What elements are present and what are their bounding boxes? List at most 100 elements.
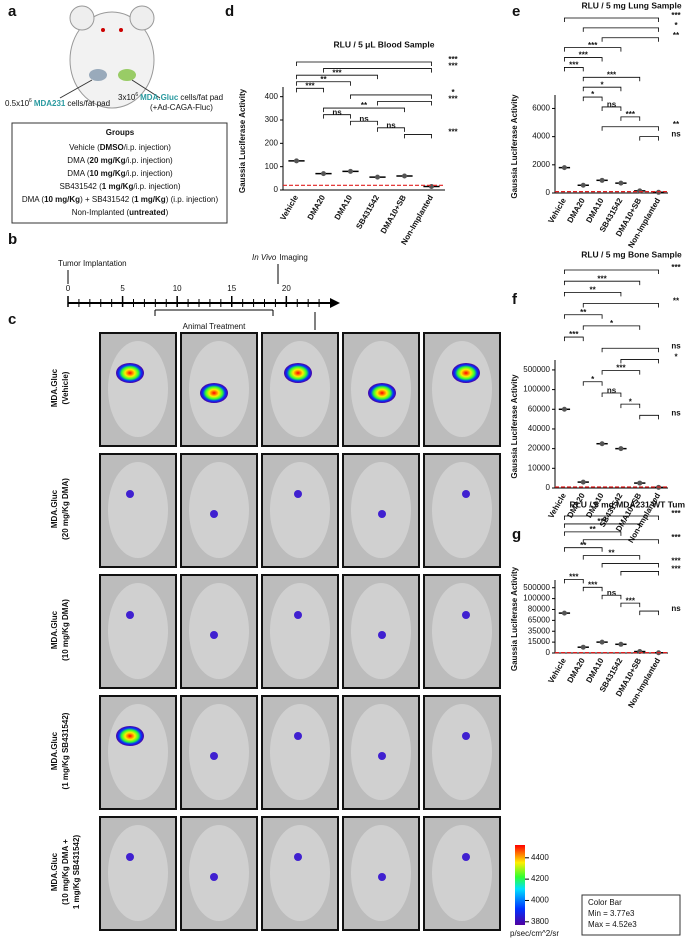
signal-spot [294,732,302,740]
mean-point [618,180,624,186]
significance-bracket [601,106,622,111]
y-tick-label: 10000 [528,463,551,472]
significance-bracket [564,515,659,520]
significance-bracket [601,126,659,131]
row-label: (1 mg/Kg SB431542) [61,712,70,789]
significance-bracket [601,370,641,375]
significance-bracket [564,336,584,342]
group-part: ) [166,208,169,217]
significance-bracket [564,314,603,319]
timeline-event: Tumor Implantation [58,259,127,268]
label-part: 0.5x10 [5,99,30,108]
significance-bracket [377,101,432,106]
group-part: /i.p. injection) [126,169,173,178]
y-tick-label: 200 [265,138,279,147]
significance-bracket [564,57,603,62]
significance-bracket [564,17,659,22]
significance-label: *** [671,533,681,542]
colorbar-unit: p/sec/cm^2/sr [510,929,559,938]
row-label: (10 mg/Kg DMA + [61,839,70,905]
timeline-arrow [330,298,340,308]
significance-label: *** [626,110,636,119]
significance-label: ** [361,101,368,110]
colorbar-tick-label: 4200 [531,874,549,883]
x-tick-label: DMA10 [333,193,355,221]
significance-bracket [639,610,659,616]
groups-title: Groups [106,128,135,137]
y-tick-label: 65000 [528,615,551,624]
colorbar-box-text: Color Bar [588,898,622,907]
injection-note: (+Ad-CAGA-Fluc) [150,103,213,112]
significance-bracket [582,96,603,102]
signal-spot [210,752,218,760]
group-part: ) + SB431542 ( [80,195,134,204]
row-label: MDA.Gluc [50,731,59,770]
row-label: 1 mg/Kg SB431542) [72,835,81,910]
group-line: SB431542 (1 mg/Kg/i.p. injection) [60,182,181,191]
mean-point [599,639,605,645]
signal-spot [116,726,144,746]
mean-point [348,168,353,174]
mean-point [561,406,567,412]
chart-title: RLU / 5 mg MDA231 WT Tumor [569,499,685,509]
significance-bracket [323,107,405,113]
timeline-event: In Vivo Imaging [252,253,308,262]
significance-bracket [639,414,659,420]
group-part: ) (i.p. injection) [166,195,219,204]
x-tick-label: DMA20 [306,193,328,221]
significance-label: ** [580,541,587,550]
significance-bracket [350,120,378,126]
significance-bracket [639,136,659,141]
significance-bracket [404,134,432,139]
y-tick-label: 500000 [523,365,550,374]
row-label: MDA.Gluc [50,368,59,407]
fur-highlight [432,341,492,437]
group-part: 1 mg/Kg [134,195,166,204]
x-tick-label: Vehicle [278,193,300,222]
y-tick-label: 40000 [528,424,551,433]
mean-point [294,158,299,164]
colorbar-tick-label: 3800 [531,917,549,926]
mean-point [580,644,586,650]
significance-label: ** [580,308,587,317]
significance-label: *** [448,55,458,64]
fur-highlight [270,341,330,437]
significance-bracket [296,87,324,93]
row-label: (10 mg/Kg DMA) [61,599,70,661]
fur-highlight [108,825,168,921]
significance-bracket [323,114,351,119]
mean-point [599,177,605,183]
event-part: Imaging [279,253,307,262]
group-line: DMA (10 mg/Kg) + SB431542 (1 mg/Kg) (i.p… [22,195,219,204]
significance-label: ns [671,408,681,417]
group-part: Non-Implanted ( [72,208,130,217]
significance-label: ns [386,121,396,130]
panel-label: g [512,526,521,543]
y-axis-label: Gaussia Luciferase Activity [510,566,519,671]
label-part: cells/fat pad [67,99,110,108]
timeline-tick-label: 10 [173,284,182,293]
colorbar-tick-label: 4400 [531,853,549,862]
significance-label: *** [569,572,579,581]
mean-point [656,189,662,195]
mean-point [402,173,407,179]
signal-spot [462,490,470,498]
mean-point [321,171,326,177]
fur-highlight [270,825,330,921]
signal-spot [368,383,396,403]
significance-bracket [564,523,641,528]
groups-box [11,122,228,224]
signal-spot [116,363,144,383]
significance-label: ** [590,525,597,534]
timeline-event: Animal Treatment [183,322,246,331]
significance-label: *** [579,51,589,60]
significance-label: * [629,397,633,406]
group-line: Vehicle (DMSO/i.p. injection) [69,143,171,152]
row-label: MDA.Gluc [50,489,59,528]
group-part: Vehicle ( [69,143,100,152]
significance-bracket [582,303,659,308]
group-part: 10 mg/Kg [90,169,126,178]
row-label: (Vehicle) [61,371,70,404]
timeline-tick-label: 20 [282,284,291,293]
signal-spot [462,611,470,619]
